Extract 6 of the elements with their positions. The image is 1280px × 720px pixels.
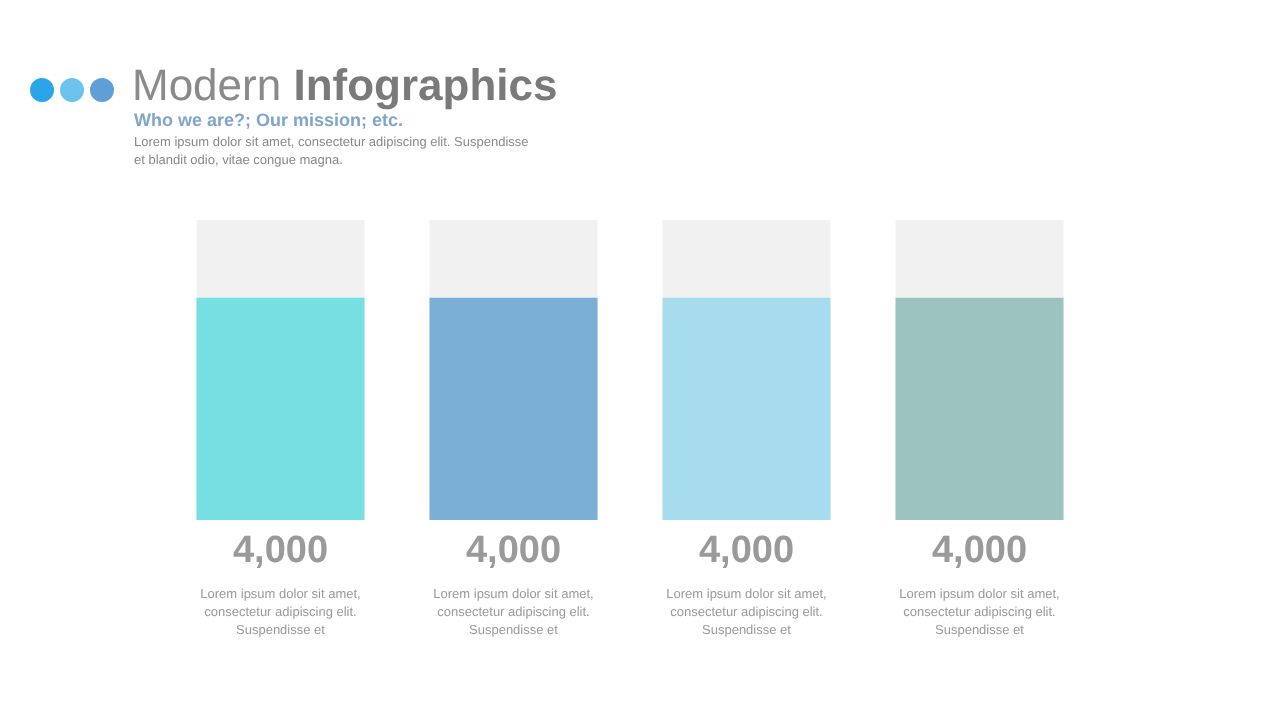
chart-subtitle: Who we are?; Our mission; etc. xyxy=(134,110,404,130)
data-label: 4,000 xyxy=(931,530,1028,572)
data-label: 4,000 xyxy=(465,530,562,572)
data-label: 4,000 xyxy=(232,530,329,572)
data-label: 4,000 xyxy=(698,530,795,572)
chart-title: Modern Infographics xyxy=(132,60,558,112)
